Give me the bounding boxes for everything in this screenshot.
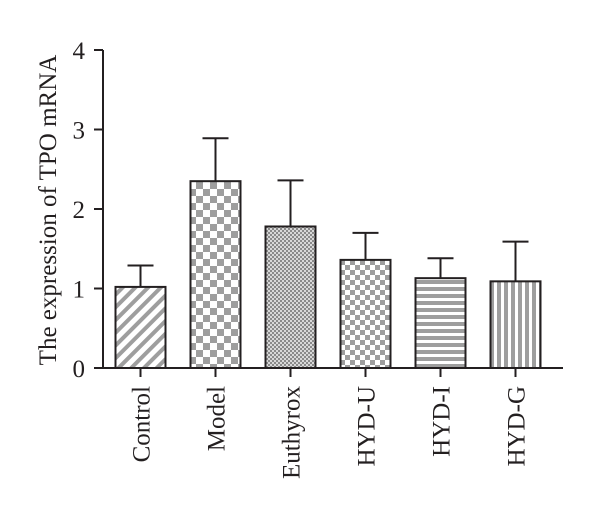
bar-group bbox=[114, 180, 542, 370]
x-tick-label: HYD-I bbox=[429, 386, 456, 457]
y-tick-label: 2 bbox=[73, 197, 86, 224]
x-tick-label: Model bbox=[204, 386, 231, 451]
bar-euthyrox bbox=[264, 225, 317, 369]
x-tick-label: Euthyrox bbox=[279, 386, 306, 480]
x-tick-label: Control bbox=[129, 386, 156, 462]
x-tick-label: HYD-U bbox=[354, 386, 381, 467]
bar-hyd-u bbox=[339, 258, 392, 370]
error-bar-group bbox=[127, 137, 529, 287]
y-tick-label: 0 bbox=[73, 356, 86, 383]
x-tick-label: HYD-G bbox=[504, 386, 531, 467]
y-tick-label: 4 bbox=[73, 38, 86, 65]
bar-hyd-i bbox=[414, 277, 467, 370]
y-tick-group: 0 1 2 3 4 bbox=[73, 38, 103, 383]
y-tick-label: 1 bbox=[73, 277, 86, 304]
bar-model bbox=[189, 180, 242, 369]
x-tick-group: Control Model Euthyrox HYD-U HYD-I HYD-G bbox=[129, 368, 531, 479]
y-tick-label: 3 bbox=[73, 118, 86, 145]
bar-control bbox=[114, 285, 167, 369]
y-axis-title: The expression of TPO mRNA bbox=[35, 55, 62, 366]
bar-hyd-g bbox=[489, 280, 542, 369]
